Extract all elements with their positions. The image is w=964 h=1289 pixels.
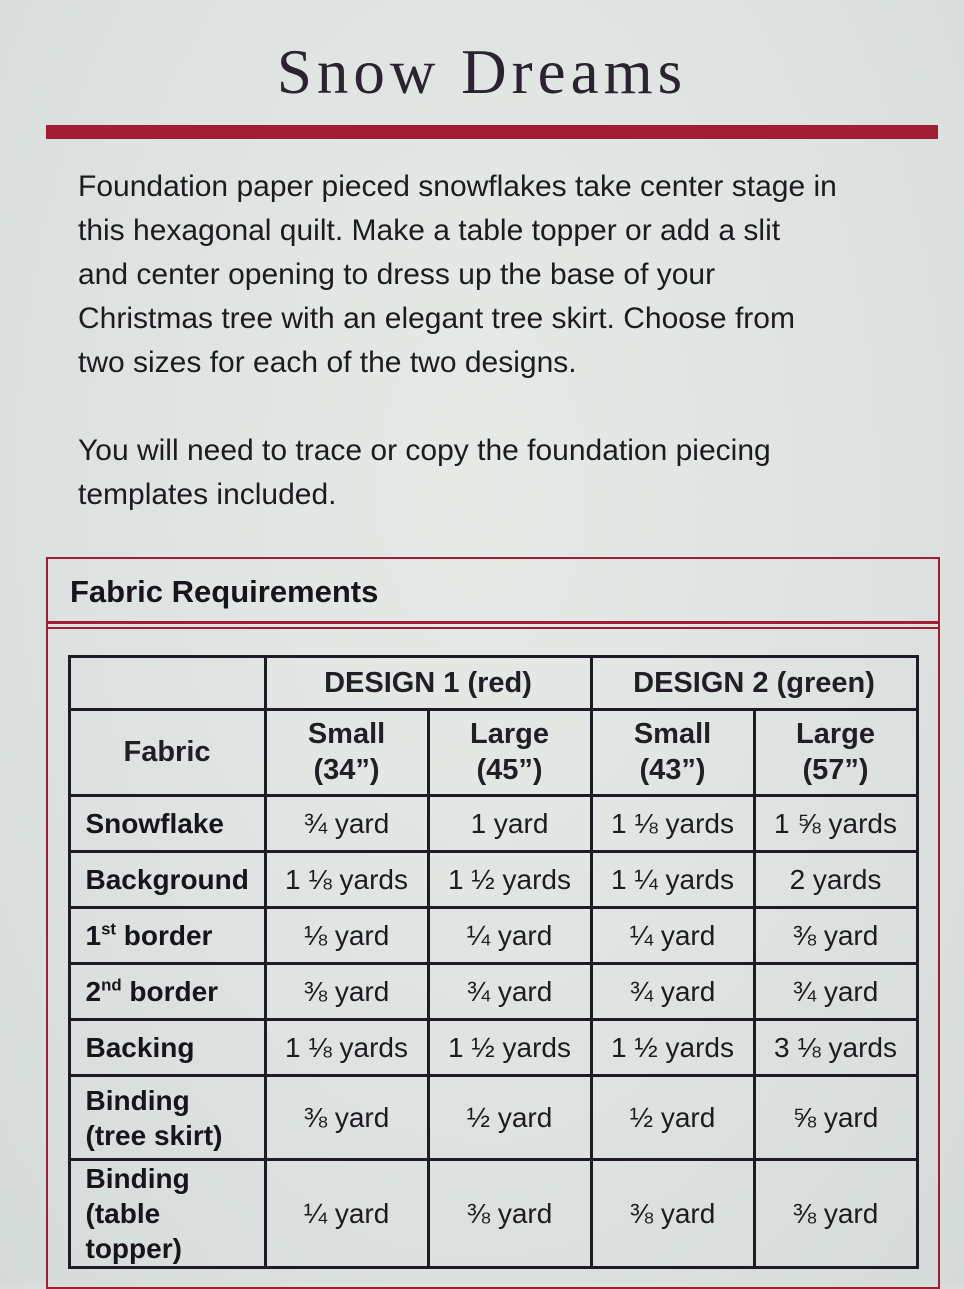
fabric-name-cell: 1st border [67, 906, 267, 965]
yardage-cell: ⅝ yard [752, 1074, 919, 1161]
yardage-cell: ¼ yard [589, 906, 756, 965]
design-group-header-row: DESIGN 1 (red) DESIGN 2 (green) [67, 655, 919, 711]
yardage-cell: ¾ yard [589, 962, 756, 1021]
yardage-cell: ½ yard [589, 1074, 756, 1161]
yardage-cell: 1 ½ yards [426, 850, 593, 909]
yardage-cell: ⅜ yard [426, 1158, 593, 1269]
yardage-cell: ⅜ yard [752, 1158, 919, 1269]
yardage-cell: ½ yard [426, 1074, 593, 1161]
design-1-header: DESIGN 1 (red) [263, 655, 593, 711]
yardage-cell: ⅛ yard [263, 906, 430, 965]
fabric-name-cell: Binding (tree skirt) [67, 1074, 267, 1161]
title-divider-rule [46, 125, 938, 139]
table-row-second-border: 2nd border ⅜ yard ¾ yard ¾ yard ¾ yard [67, 962, 919, 1021]
fabric-name-cell: Background [67, 850, 267, 909]
intro-paragraph: Foundation paper pieced snowflakes take … [78, 170, 837, 379]
templates-note-paragraph: You will need to trace or copy the found… [78, 434, 771, 511]
design-2-header: DESIGN 2 (green) [589, 655, 919, 711]
yardage-cell: 1 ⅛ yards [263, 850, 430, 909]
size-header-row: Fabric Small (34”) Large (45”) Small (43… [67, 708, 919, 797]
yardage-cell: 1 ½ yards [426, 1018, 593, 1077]
table-row-backing: Backing 1 ⅛ yards 1 ½ yards 1 ½ yards 3 … [67, 1018, 919, 1077]
fabric-name-cell: Snowflake [67, 794, 267, 853]
yardage-cell: ⅜ yard [263, 1074, 430, 1161]
yardage-cell: 1 ⅛ yards [263, 1018, 430, 1077]
table-row-background: Background 1 ⅛ yards 1 ½ yards 1 ¼ yards… [67, 850, 919, 909]
design1-small-header: Small (34”) [263, 708, 430, 797]
yardage-cell: ⅜ yard [263, 962, 430, 1021]
yardage-cell: ¾ yard [752, 962, 919, 1021]
fabric-name-cell: Binding (table topper) [67, 1158, 267, 1269]
yardage-cell: 3 ⅛ yards [752, 1018, 919, 1077]
yardage-cell: 1 ¼ yards [589, 850, 756, 909]
table-row-snowflake: Snowflake ¾ yard 1 yard 1 ⅛ yards 1 ⅝ ya… [67, 794, 919, 853]
section-title: Fabric Requirements [48, 559, 938, 624]
yardage-cell: ⅜ yard [589, 1158, 756, 1269]
fabric-requirements-table: DESIGN 1 (red) DESIGN 2 (green) Fabric S… [67, 655, 919, 1269]
yardage-cell: 2 yards [752, 850, 919, 909]
yardage-cell: 1 ⅛ yards [589, 794, 756, 853]
design2-large-header: Large (57”) [752, 708, 919, 797]
yardage-cell: ¼ yard [263, 1158, 430, 1269]
yardage-cell: ⅜ yard [752, 906, 919, 965]
design2-small-header: Small (43”) [589, 708, 756, 797]
table-row-first-border: 1st border ⅛ yard ¼ yard ¼ yard ⅜ yard [67, 906, 919, 965]
fabric-name-cell: Backing [67, 1018, 267, 1077]
design1-large-header: Large (45”) [426, 708, 593, 797]
corner-cell [67, 655, 267, 711]
page-title: Snow Dreams [276, 37, 688, 107]
yardage-cell: 1 ⅝ yards [752, 794, 919, 853]
yardage-cell: ¾ yard [263, 794, 430, 853]
fabric-requirements-section: Fabric Requirements DESIGN 1 (red) DESIG… [46, 557, 940, 1289]
table-row-binding-table-topper: Binding (table topper) ¼ yard ⅜ yard ⅜ y… [67, 1158, 919, 1269]
section-divider-rule [48, 627, 938, 629]
yardage-cell: ¾ yard [426, 962, 593, 1021]
fabric-name-cell: 2nd border [67, 962, 267, 1021]
yardage-cell: 1 yard [426, 794, 593, 853]
fabric-column-header: Fabric [67, 708, 267, 797]
table-row-binding-tree-skirt: Binding (tree skirt) ⅜ yard ½ yard ½ yar… [67, 1074, 919, 1161]
yardage-cell: 1 ½ yards [589, 1018, 756, 1077]
yardage-cell: ¼ yard [426, 906, 593, 965]
